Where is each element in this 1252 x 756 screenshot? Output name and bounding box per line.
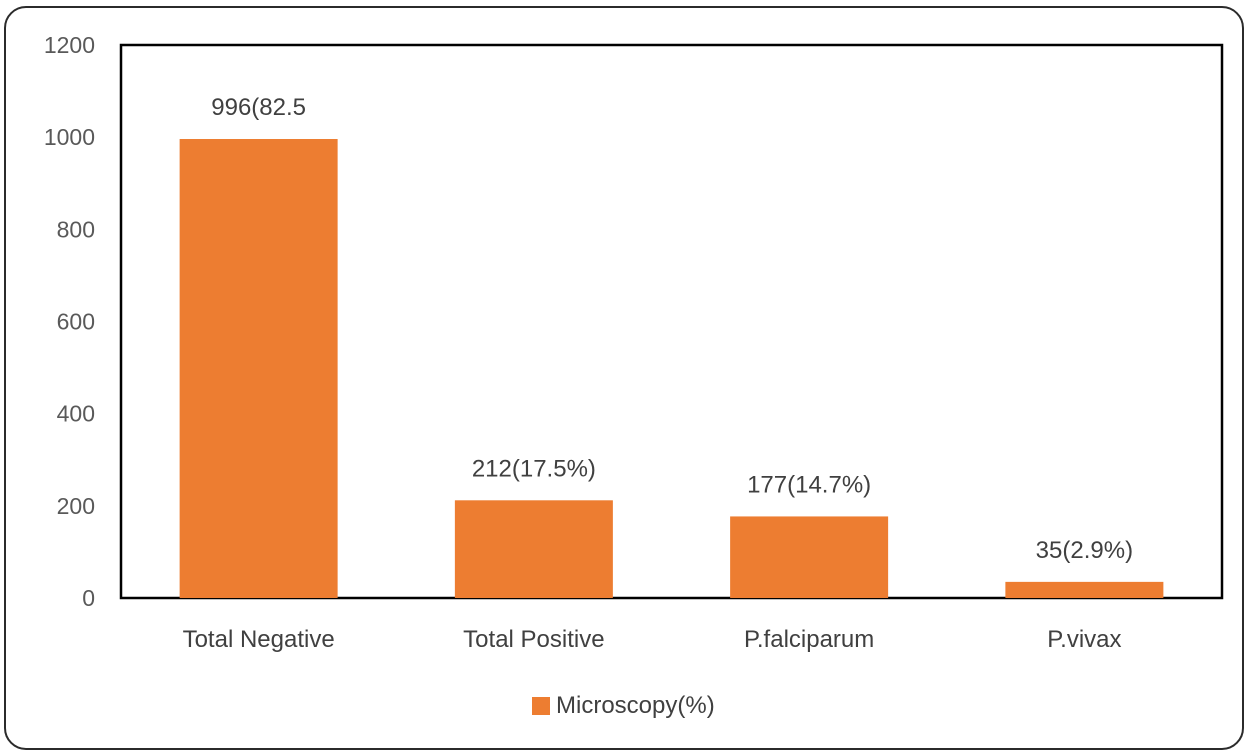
bar <box>454 500 613 598</box>
bar <box>179 139 338 598</box>
data-label: 212(17.5%) <box>472 455 596 482</box>
data-labels: 996(82.5 212(17.5%) 177(14.7%) 35(2.9%) <box>211 94 1133 564</box>
y-tick-label: 600 <box>57 309 95 335</box>
x-tick-label: P.vivax <box>1047 626 1121 653</box>
plot-area <box>119 43 1224 600</box>
data-label: 177(14.7%) <box>747 471 871 498</box>
data-label: 996(82.5 <box>211 94 306 121</box>
legend: Microscopy(%) <box>532 692 715 720</box>
y-tick-label: 400 <box>57 401 95 427</box>
x-tick-label: P.falciparum <box>744 626 874 653</box>
y-tick-label: 1000 <box>44 124 95 150</box>
legend-swatch <box>532 697 550 715</box>
y-axis-ticks: 0 200 400 600 800 1000 1200 <box>44 32 95 611</box>
legend-label: Microscopy(%) <box>556 692 715 719</box>
data-label: 35(2.9%) <box>1036 537 1133 564</box>
x-tick-label: Total Negative <box>183 626 335 653</box>
bar <box>1005 581 1164 598</box>
y-tick-label: 200 <box>57 493 95 519</box>
bar <box>730 516 889 598</box>
y-tick-label: 0 <box>82 585 95 611</box>
y-tick-label: 800 <box>57 216 95 242</box>
x-axis-category-labels: Total Negative Total Positive P.falciparum… <box>183 626 1122 653</box>
y-tick-label: 1200 <box>44 32 95 58</box>
bars <box>179 139 1164 598</box>
x-tick-label: Total Positive <box>463 626 604 653</box>
